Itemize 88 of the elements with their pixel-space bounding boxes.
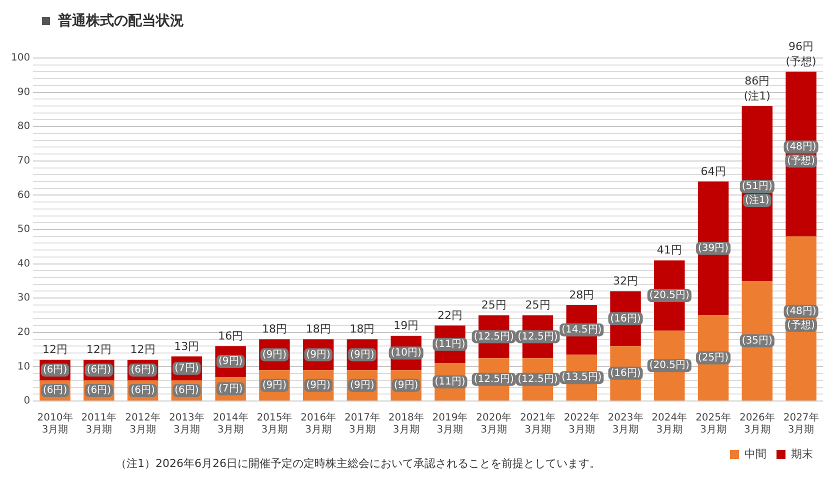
y-tick-label: 70 xyxy=(17,155,30,166)
x-tick-label: 2013年 3月期 xyxy=(168,412,204,436)
total-label: 64円 xyxy=(700,164,726,178)
x-tick-label: 2026年 3月期 xyxy=(739,412,775,436)
total-label: 22円 xyxy=(437,308,462,322)
x-tick-label: 2021年 3月期 xyxy=(520,412,556,436)
y-tick-label: 40 xyxy=(17,258,30,270)
data-label: (9円) xyxy=(394,380,418,391)
data-label: (6円) xyxy=(42,364,68,376)
data-label: (12.5円) xyxy=(518,374,558,385)
chart-title: 普通株式の配当状況 xyxy=(58,12,184,30)
data-label: (12.5円) xyxy=(518,331,558,342)
x-tick-label: 2016年 3月期 xyxy=(300,412,336,436)
data-label: (12.5円) xyxy=(474,374,514,385)
total-label: 12円 xyxy=(130,343,156,356)
data-label: (12.5円) xyxy=(474,331,514,342)
x-tick-label: 2027年 3月期 xyxy=(783,412,819,436)
data-label: (7円) xyxy=(218,383,243,394)
text: （注1）2026年6月26日に開催予定の定時株主総会において承認されることを前提としています。 xyxy=(114,456,602,471)
data-label: (39円) xyxy=(698,242,729,254)
data-label: (9円) xyxy=(350,349,374,360)
data-label: (10円) xyxy=(390,348,422,359)
y-tick-label: 0 xyxy=(24,396,30,407)
data-label: (48円) (予想) xyxy=(786,306,816,332)
data-label: (20.5円) xyxy=(649,360,690,372)
x-tick-label: 2020年 3月期 xyxy=(476,412,512,436)
data-label: (48円) (予想) xyxy=(786,142,816,167)
total-label: 19円 xyxy=(394,319,419,332)
x-tick-label: 2018年 3月期 xyxy=(388,412,424,436)
total-label: 13円 xyxy=(174,340,200,353)
x-tick-label: 2011年 3月期 xyxy=(81,412,117,436)
y-tick-label: 90 xyxy=(17,86,30,98)
data-label: (25円) xyxy=(698,352,729,364)
data-label: (16円) xyxy=(610,368,641,379)
data-label: (9円) xyxy=(306,380,331,391)
legend-label: 中間 xyxy=(744,447,766,460)
x-tick-label: 2019年 3月期 xyxy=(432,412,468,436)
y-tick-label: 30 xyxy=(17,292,30,304)
y-tick-label: 100 xyxy=(10,52,30,64)
total-label: 12円 xyxy=(86,343,112,356)
x-tick-label: 2024年 3月期 xyxy=(652,412,688,436)
x-tick-label: 2023年 3月期 xyxy=(608,412,644,436)
total-label: 18円 xyxy=(306,322,331,336)
data-label: (6円) xyxy=(86,385,112,396)
x-tick-label: 2010年 3月期 xyxy=(37,412,73,436)
data-label: (6円) xyxy=(130,385,155,396)
total-label: 18円 xyxy=(350,322,375,336)
total-label: 96円 (予想) xyxy=(786,40,816,68)
x-tick-label: 2015年 3月期 xyxy=(256,412,292,436)
total-label: 16円 xyxy=(218,329,244,342)
total-label: 28円 xyxy=(569,288,594,302)
data-label: (35円) xyxy=(742,335,773,346)
total-label: 41円 xyxy=(656,244,682,257)
total-label: 25円 xyxy=(525,298,550,312)
x-tick-label: 2012年 3月期 xyxy=(125,412,161,436)
total-label: 12円 xyxy=(42,343,68,356)
data-label: (14.5円) xyxy=(562,324,602,336)
y-tick-label: 10 xyxy=(17,361,30,372)
data-label: (9円) xyxy=(306,349,331,360)
x-tick-label: 2025年 3月期 xyxy=(696,412,732,436)
data-label: (11円) xyxy=(434,339,466,350)
data-label: (9円) xyxy=(262,349,287,360)
data-label: (9円) xyxy=(262,380,287,391)
x-tick-label: 2022年 3月期 xyxy=(564,412,600,436)
data-label: (6円) xyxy=(174,385,199,396)
legend-label: 期末 xyxy=(791,447,813,460)
data-label: (7円) xyxy=(174,363,199,374)
y-tick-label: 60 xyxy=(17,190,30,201)
data-label: (16円) xyxy=(610,313,641,324)
total-label: 18円 xyxy=(262,322,287,336)
bar xyxy=(698,181,729,316)
total-label: 25円 xyxy=(481,298,506,312)
data-label: (51円) (注1) xyxy=(742,181,773,206)
x-tick-label: 2017年 3月期 xyxy=(344,412,380,436)
data-label: (6円) xyxy=(130,364,155,376)
data-label: (13.5円) xyxy=(562,372,602,384)
data-label: (6円) xyxy=(42,385,68,396)
data-label: (9円) xyxy=(218,356,243,368)
data-label: (20.5円) xyxy=(649,290,690,302)
data-label: (9円) xyxy=(350,380,374,391)
data-label: (6円) xyxy=(86,364,112,376)
y-tick-label: 20 xyxy=(17,326,30,338)
y-tick-label: 80 xyxy=(17,121,30,132)
y-tick-label: 50 xyxy=(17,224,30,236)
data-label: (11円) xyxy=(434,376,466,388)
x-tick-label: 2014年 3月期 xyxy=(212,412,248,436)
total-label: 86円 (注1) xyxy=(744,74,770,102)
total-label: 32円 xyxy=(613,274,638,288)
